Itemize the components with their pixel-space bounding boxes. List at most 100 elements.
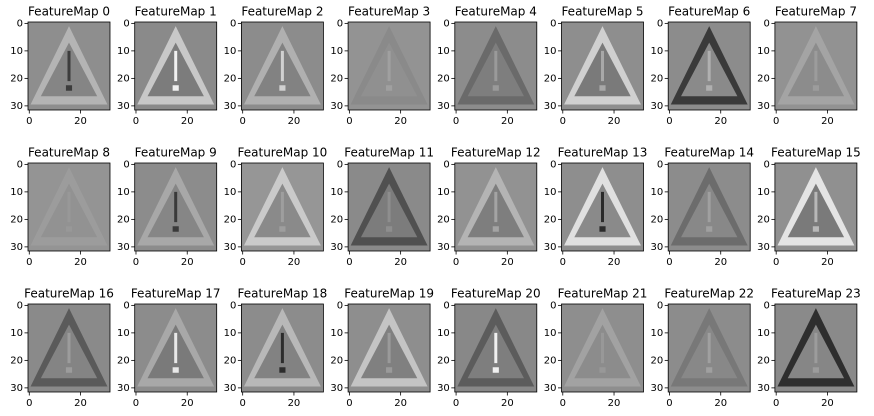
- y-tick-label: 30: [224, 383, 237, 394]
- y-tick-label: 0: [337, 159, 343, 170]
- x-tick-label: 0: [346, 257, 352, 268]
- exclamation-dot: [812, 367, 819, 373]
- axes-frame: [774, 303, 858, 393]
- y-tick-label: 0: [17, 159, 23, 170]
- exclamation-dot: [172, 226, 179, 232]
- subplot-title: FeatureMap 22: [664, 287, 754, 301]
- y-tick-label: 30: [757, 101, 770, 112]
- axes-frame: [667, 303, 751, 393]
- axes-frame: [454, 303, 538, 393]
- y-tick-label: 20: [330, 214, 343, 225]
- y-tick-label: 20: [330, 355, 343, 366]
- y-tick-label: 10: [117, 187, 130, 198]
- axes-frame: [27, 303, 111, 393]
- y-tick-label: 30: [650, 101, 663, 112]
- y-tick-label: 20: [330, 73, 343, 84]
- axes-frame: [27, 162, 111, 252]
- y-tick-label: 20: [224, 355, 237, 366]
- y-tick-label: 10: [437, 187, 450, 198]
- subplot-title: FeatureMap 1: [135, 5, 217, 19]
- y-tick-label: 10: [10, 46, 23, 57]
- subplot-title: FeatureMap 4: [455, 5, 537, 19]
- x-tick-label: 20: [394, 116, 407, 127]
- axes-frame: [240, 21, 324, 111]
- y-tick-label: 30: [437, 383, 450, 394]
- y-tick-label: 30: [330, 383, 343, 394]
- x-tick-label: 20: [821, 116, 834, 127]
- y-tick-label: 0: [443, 18, 449, 29]
- subplot-title: FeatureMap 12: [451, 146, 541, 160]
- exclamation-dot: [65, 226, 73, 232]
- y-tick-label: 0: [230, 159, 236, 170]
- exclamation-dot: [279, 85, 286, 91]
- y-tick-label: 10: [437, 46, 450, 57]
- y-tick-label: 0: [657, 300, 663, 311]
- y-tick-label: 0: [230, 18, 236, 29]
- exclamation-dot: [706, 85, 713, 91]
- x-tick-label: 0: [26, 398, 32, 409]
- y-tick-label: 30: [544, 383, 557, 394]
- axes-frame: [347, 21, 431, 111]
- y-tick-label: 30: [117, 101, 130, 112]
- x-tick-label: 0: [346, 398, 352, 409]
- axes-frame: [347, 162, 431, 252]
- y-tick-label: 20: [437, 73, 450, 84]
- y-tick-label: 0: [657, 18, 663, 29]
- y-tick-label: 10: [757, 46, 770, 57]
- x-tick-label: 0: [560, 398, 566, 409]
- axes-frame: [134, 21, 218, 111]
- x-tick-label: 20: [181, 116, 194, 127]
- axes-frame: [774, 162, 858, 252]
- y-tick-label: 30: [117, 242, 130, 253]
- x-tick-label: 20: [181, 257, 194, 268]
- y-tick-label: 20: [224, 214, 237, 225]
- axes-frame: [561, 21, 644, 111]
- y-tick-label: 0: [764, 300, 770, 311]
- exclamation-dot: [386, 226, 393, 232]
- x-tick-label: 20: [608, 257, 621, 268]
- y-tick-label: 30: [224, 101, 237, 112]
- axes-frame: [667, 21, 751, 111]
- y-tick-label: 20: [10, 73, 23, 84]
- y-tick-label: 20: [437, 214, 450, 225]
- y-tick-label: 10: [10, 328, 23, 339]
- y-tick-label: 20: [757, 214, 770, 225]
- subplot-title: FeatureMap 3: [348, 5, 430, 19]
- y-tick-label: 20: [544, 214, 557, 225]
- x-tick-label: 20: [74, 398, 87, 409]
- y-tick-label: 20: [650, 214, 663, 225]
- exclamation-dot: [492, 226, 499, 232]
- y-tick-label: 30: [330, 101, 343, 112]
- axes-frame: [240, 162, 324, 252]
- y-tick-label: 10: [544, 46, 557, 57]
- axes-frame: [134, 303, 218, 393]
- x-tick-label: 20: [608, 116, 621, 127]
- subplot-title: FeatureMap 17: [131, 287, 221, 301]
- x-tick-label: 20: [394, 257, 407, 268]
- axes-frame: [454, 162, 538, 252]
- axes-frame: [240, 303, 324, 393]
- subplot-title: FeatureMap 11: [344, 146, 434, 160]
- subplot-title: FeatureMap 16: [24, 287, 114, 301]
- y-tick-label: 10: [757, 328, 770, 339]
- y-tick-label: 10: [10, 187, 23, 198]
- y-tick-label: 30: [437, 101, 450, 112]
- y-tick-label: 10: [650, 328, 663, 339]
- x-tick-label: 20: [714, 398, 727, 409]
- x-tick-label: 0: [239, 398, 245, 409]
- y-tick-label: 20: [224, 73, 237, 84]
- subplot-title: FeatureMap 9: [135, 146, 217, 160]
